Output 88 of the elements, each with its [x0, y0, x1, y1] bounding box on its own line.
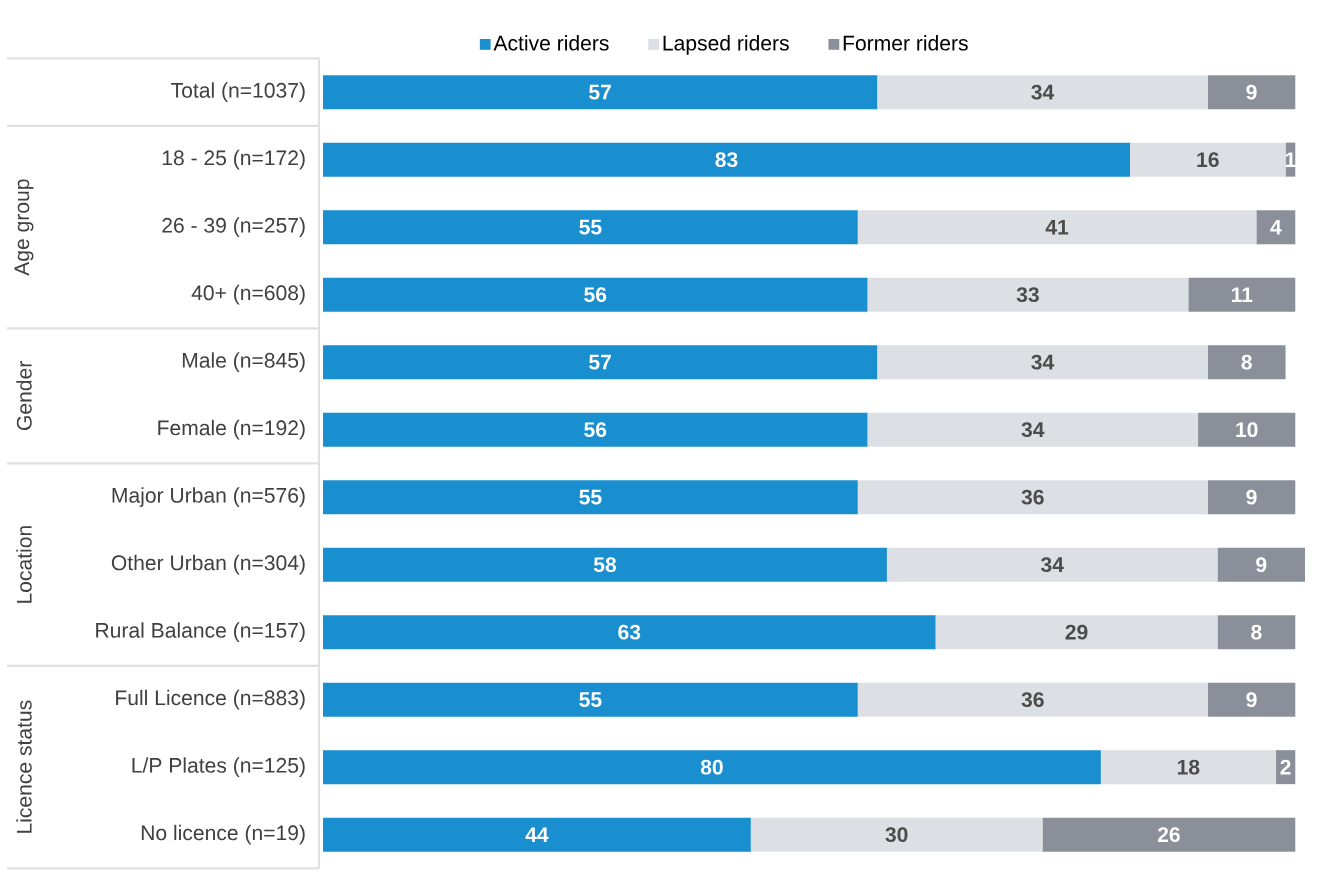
bar: [750, 817, 1043, 852]
bar: [886, 547, 1218, 582]
bar: [877, 75, 1208, 110]
data-label: 57: [589, 84, 611, 100]
data-label: 30: [885, 827, 908, 843]
bar: [1207, 345, 1286, 380]
data-label: 56: [584, 422, 607, 438]
data-label: 9: [1246, 692, 1257, 708]
data-label: 58: [593, 557, 617, 573]
bar: [1100, 750, 1276, 785]
data-label: 55: [579, 692, 602, 707]
bar: [323, 682, 858, 717]
data-label: 36: [1021, 692, 1044, 708]
data-label: 80: [700, 759, 723, 775]
bar: [857, 210, 1257, 245]
bar: [323, 277, 868, 312]
y-tick-label: Major Urban (n=576): [112, 487, 305, 507]
data-label: 55: [579, 489, 602, 505]
bar: [1207, 682, 1296, 717]
legend-label: Lapsed riders: [663, 35, 789, 55]
data-label: 36: [1021, 489, 1044, 505]
bar: [323, 412, 868, 447]
bar: [1188, 277, 1296, 312]
bar: [1217, 615, 1296, 650]
y-tick-label: 26 - 39 (n=257): [162, 217, 305, 237]
bar: [857, 480, 1208, 515]
y-tick-label: Total (n=1037): [171, 82, 305, 102]
bar: [1042, 817, 1296, 852]
y-tick-label: Male (n=845): [182, 352, 305, 372]
bar: [323, 480, 858, 515]
data-label: 16: [1197, 152, 1219, 168]
data-label: 56: [584, 287, 607, 303]
bar: [323, 210, 858, 245]
data-label: 4: [1270, 219, 1282, 235]
bar: [877, 345, 1208, 380]
y-tick-label: Rural Balance (n=157): [96, 622, 305, 642]
bar: [323, 750, 1101, 785]
data-label: 11: [1231, 287, 1253, 302]
bar: [935, 615, 1218, 650]
bar: [857, 682, 1208, 717]
y-tick-label: L/P Plates (n=125): [132, 757, 305, 777]
y-tick-label: Other Urban (n=304): [111, 554, 305, 575]
bar: [323, 75, 878, 110]
data-label: 34: [1031, 84, 1055, 100]
text: Location: [16, 526, 32, 603]
bar: [323, 345, 878, 380]
y-tick-label: 40+ (n=608): [191, 284, 305, 305]
bar: [323, 547, 887, 582]
data-label: 18: [1177, 759, 1200, 775]
bar: [1198, 412, 1296, 447]
data-label: 2: [1280, 759, 1291, 775]
y-tick-label: No licence (n=19): [141, 824, 305, 845]
bar: [323, 817, 751, 852]
bar: [323, 615, 936, 650]
data-label: 8: [1241, 354, 1252, 370]
data-label: 57: [589, 354, 611, 370]
bar: [867, 412, 1199, 447]
data-label: 26: [1157, 827, 1180, 843]
data-label: 29: [1065, 624, 1088, 640]
bar: [867, 277, 1189, 312]
data-label: 9: [1246, 489, 1257, 505]
data-label: 8: [1251, 624, 1262, 640]
text: Age group: [14, 179, 34, 276]
data-label: 55: [579, 219, 602, 235]
data-label: 34: [1040, 557, 1064, 573]
text: Gender: [16, 361, 32, 430]
data-label: 83: [715, 152, 738, 168]
data-label: 9: [1256, 557, 1267, 573]
data-label: 63: [618, 624, 641, 640]
legend-label: Former riders: [843, 35, 968, 51]
bar: [1207, 75, 1296, 110]
bar: [323, 142, 1130, 177]
bar: [1256, 210, 1296, 245]
data-label: 10: [1236, 422, 1258, 438]
bar: [1130, 142, 1286, 177]
y-tick-label: Full Licence (n=883): [116, 689, 305, 710]
data-label: 34: [1021, 422, 1045, 438]
legend-label: Active riders: [493, 35, 609, 51]
bar: [1207, 480, 1296, 515]
y-tick-label: Female (n=192): [158, 419, 305, 440]
bar: [1217, 547, 1306, 582]
data-label: 44: [525, 827, 549, 842]
y-tick-label: 18 - 25 (n=172): [162, 149, 305, 170]
data-label: 33: [1016, 287, 1039, 303]
text: Licence status: [16, 700, 32, 833]
data-label: 9: [1246, 84, 1257, 100]
data-label: 34: [1031, 354, 1055, 370]
data-label: 41: [1045, 219, 1069, 235]
